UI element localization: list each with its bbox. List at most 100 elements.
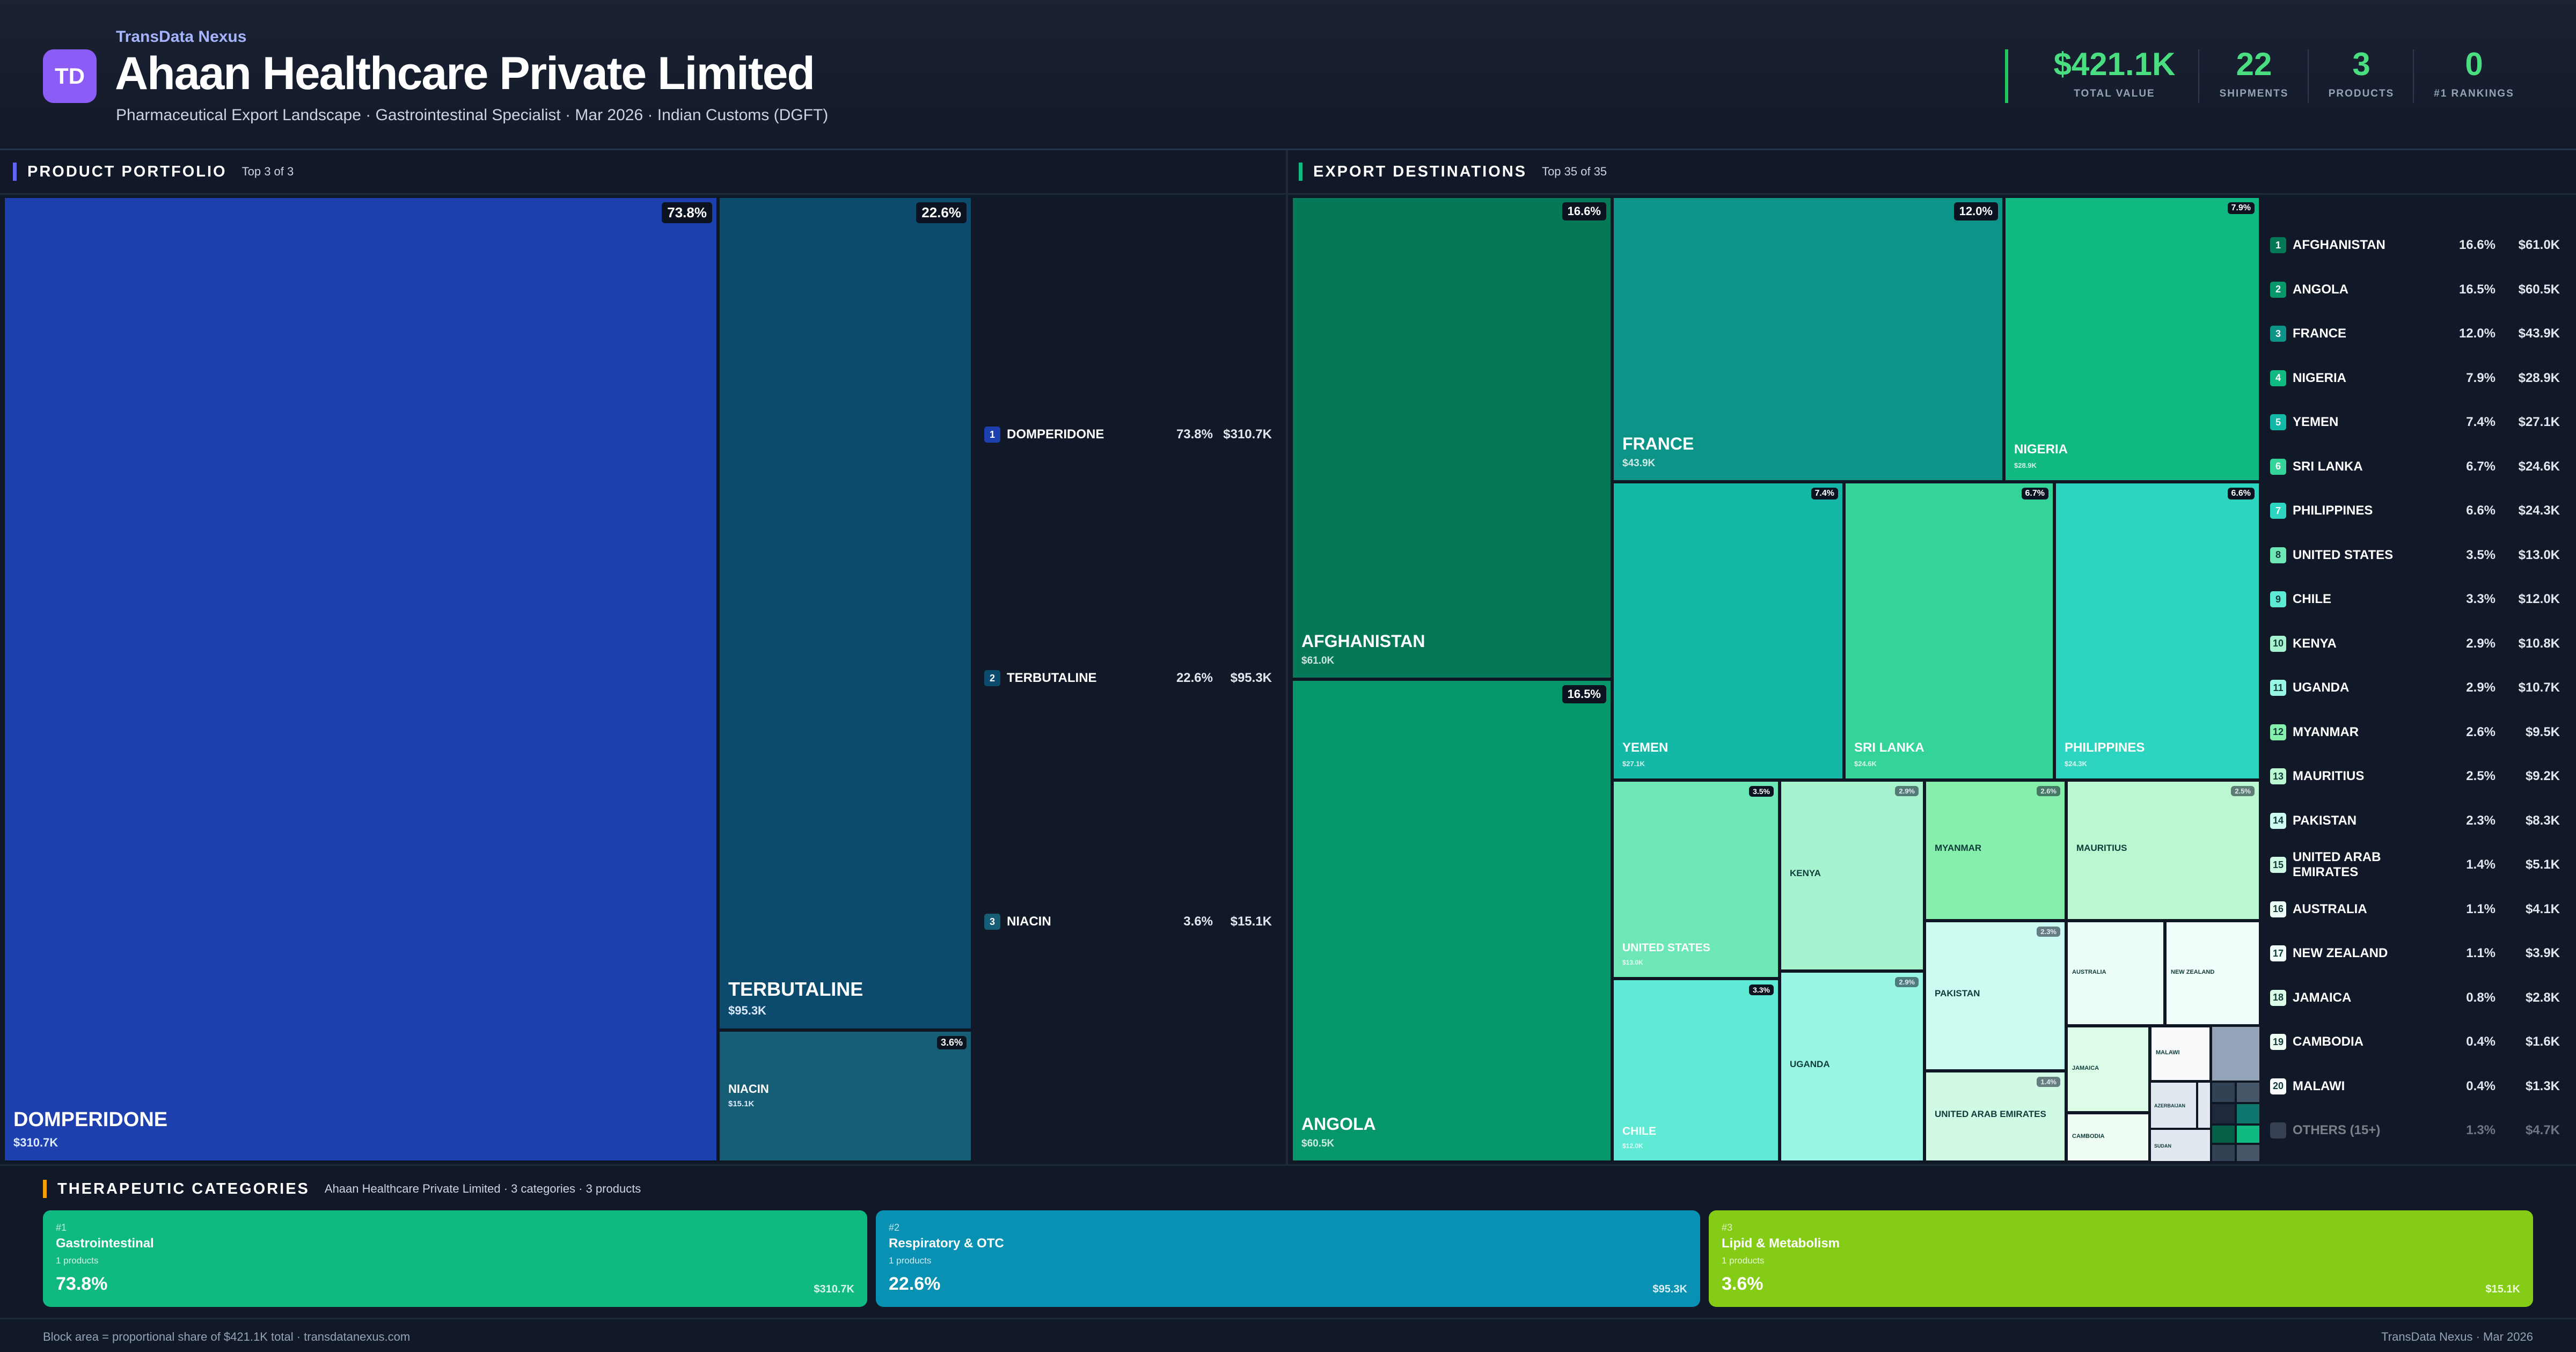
destination-tile-minor[interactable]: [2236, 1125, 2260, 1144]
categories-header: THERAPEUTIC CATEGORIES Ahaan Healthcare …: [43, 1167, 641, 1210]
category-count: 1 products: [1722, 1255, 1765, 1266]
destination-tile-minor[interactable]: [2197, 1082, 2211, 1129]
destination-list-item[interactable]: 16 AUSTRALIA 1.1% $4.1K: [2270, 887, 2560, 932]
destination-tile-mauritius[interactable]: 2.5% MAURITIUS: [2066, 780, 2260, 921]
destination-list-item[interactable]: 19 CAMBODIA 0.4% $1.6K: [2270, 1020, 2560, 1064]
destination-tile-minor[interactable]: [2211, 1144, 2236, 1162]
destination-tile-australia[interactable]: AUSTRALIA: [2066, 921, 2165, 1026]
destination-tile-minor[interactable]: [2236, 1082, 2260, 1103]
destination-share: 1.1%: [2466, 946, 2496, 961]
destination-list-item[interactable]: 14 PAKISTAN 2.3% $8.3K: [2270, 799, 2560, 843]
destination-tile-yemen[interactable]: 7.4% YEMEN $27.1K: [1612, 482, 1844, 780]
rank-badge: 19: [2270, 1034, 2286, 1050]
product-tile-niacin[interactable]: 3.6% NIACIN $15.1K: [718, 1030, 972, 1162]
category-name: Gastrointestinal: [56, 1236, 154, 1251]
kpi-value: 3: [2352, 46, 2370, 82]
destination-name: CAMBODIA: [2293, 1034, 2363, 1049]
destination-list-item[interactable]: 11 UGANDA 2.9% $10.7K: [2270, 666, 2560, 710]
panel-divider: [1286, 150, 1288, 1164]
rank-badge: 12: [2270, 724, 2286, 740]
destination-tile-malawi[interactable]: MALAWI: [2150, 1026, 2211, 1082]
destination-share: 1.4%: [2466, 857, 2496, 872]
destination-list-item[interactable]: 6 SRI LANKA 6.7% $24.6K: [2270, 445, 2560, 489]
destination-list-item[interactable]: 18 JAMAICA 0.8% $2.8K: [2270, 976, 2560, 1020]
destination-tile-minor[interactable]: [2236, 1103, 2260, 1125]
destination-list-item[interactable]: 4 NIGERIA 7.9% $28.9K: [2270, 356, 2560, 401]
destination-tile-minor[interactable]: [2236, 1144, 2260, 1162]
destination-value: $10.8K: [2518, 636, 2560, 651]
tile-share-badge: 1.4%: [2037, 1077, 2060, 1087]
destination-tile-cambodia[interactable]: CAMBODIA: [2066, 1113, 2150, 1162]
tile-label: PAKISTAN: [1935, 988, 1980, 998]
destination-list-item[interactable]: 3 FRANCE 12.0% $43.9K: [2270, 312, 2560, 356]
kpi-label: PRODUCTS: [2328, 88, 2395, 99]
destination-list-item[interactable]: 5 YEMEN 7.4% $27.1K: [2270, 400, 2560, 445]
category-card-gastrointestinal[interactable]: #1 Gastrointestinal 1 products 73.8% $31…: [43, 1210, 867, 1307]
destination-name: AUSTRALIA: [2293, 901, 2367, 916]
destination-tile-chile[interactable]: 3.3% CHILE $12.0K: [1612, 979, 1780, 1162]
destination-value: $3.9K: [2525, 946, 2560, 961]
destination-tile-minor[interactable]: [2211, 1082, 2236, 1103]
destination-name: PHILIPPINES: [2293, 503, 2373, 518]
rank-badge: 7: [2270, 503, 2286, 519]
destination-list-item[interactable]: 17 NEW ZEALAND 1.1% $3.9K: [2270, 931, 2560, 976]
destination-tile-minor[interactable]: [2211, 1026, 2260, 1082]
page-title: Ahaan Healthcare Private Limited: [115, 48, 815, 99]
destination-share: 3.3%: [2466, 592, 2496, 607]
destination-value: $24.3K: [2518, 503, 2560, 518]
destination-tile-afghanistan[interactable]: 16.6% AFGHANISTAN $61.0K: [1291, 196, 1612, 679]
destination-tile-united-states[interactable]: 3.5% UNITED STATES $13.0K: [1612, 780, 1780, 979]
destination-share: 6.6%: [2466, 503, 2496, 518]
destination-list-item[interactable]: 13 MAURITIUS 2.5% $9.2K: [2270, 754, 2560, 799]
destination-tile-uganda[interactable]: 2.9% UGANDA: [1780, 971, 1924, 1162]
destination-name: MAURITIUS: [2293, 769, 2365, 784]
rank-badge: 2: [2270, 281, 2286, 298]
destination-list-item[interactable]: 15 UNITED ARAB EMIRATES 1.4% $5.1K: [2270, 843, 2560, 887]
destination-tile-minor[interactable]: AZERBAIJAN: [2150, 1082, 2197, 1129]
destination-list-item[interactable]: 7 PHILIPPINES 6.6% $24.3K: [2270, 489, 2560, 533]
product-value: $15.1K: [1230, 914, 1272, 929]
destination-list-item[interactable]: 9 CHILE 3.3% $12.0K: [2270, 577, 2560, 622]
product-list-item[interactable]: 1 DOMPERIDONE 73.8% $310.7K: [984, 424, 1272, 445]
destination-list-item[interactable]: 8 UNITED STATES 3.5% $13.0K: [2270, 533, 2560, 578]
destination-tile-france[interactable]: 12.0% FRANCE $43.9K: [1612, 196, 2004, 482]
destination-tile-jamaica[interactable]: JAMAICA: [2066, 1026, 2150, 1113]
destination-tile-new-zealand[interactable]: NEW ZEALAND: [2165, 921, 2260, 1026]
destination-tile-sri-lanka[interactable]: 6.7% SRI LANKA $24.6K: [1844, 482, 2054, 780]
kpi-separator: [2198, 49, 2199, 103]
tile-label: AFGHANISTAN: [1301, 631, 1425, 651]
category-card-lipid[interactable]: #3 Lipid & Metabolism 1 products 3.6% $1…: [1709, 1210, 2533, 1307]
destination-tile-minor[interactable]: SUDAN: [2150, 1129, 2211, 1162]
destination-tile-myanmar[interactable]: 2.6% MYANMAR: [1924, 780, 2066, 921]
destination-list-item[interactable]: 10 KENYA 2.9% $10.8K: [2270, 622, 2560, 666]
tile-value: $15.1K: [728, 1099, 755, 1108]
destination-tile-minor[interactable]: [2211, 1103, 2236, 1125]
category-card-respiratory[interactable]: #2 Respiratory & OTC 1 products 22.6% $9…: [876, 1210, 1700, 1307]
product-tile-domperidone[interactable]: 73.8% DOMPERIDONE $310.7K: [3, 196, 718, 1162]
destination-tile-united-arab-emirates[interactable]: 1.4% UNITED ARAB EMIRATES: [1924, 1071, 2066, 1162]
product-list-item[interactable]: 2 TERBUTALINE 22.6% $95.3K: [984, 667, 1272, 689]
rank-badge: 9: [2270, 591, 2286, 608]
destination-tile-nigeria[interactable]: 7.9% NIGERIA $28.9K: [2004, 196, 2260, 482]
destination-value: $13.0K: [2518, 547, 2560, 562]
destination-tile-pakistan[interactable]: 2.3% PAKISTAN: [1924, 921, 2066, 1071]
destination-list-item[interactable]: 2 ANGOLA 16.5% $60.5K: [2270, 268, 2560, 312]
destination-list-item[interactable]: 1 AFGHANISTAN 16.6% $61.0K: [2270, 223, 2560, 268]
tile-value: $310.7K: [13, 1136, 58, 1149]
destination-list-item[interactable]: 12 MYANMAR 2.6% $9.5K: [2270, 710, 2560, 755]
brand-name: TransData Nexus: [116, 28, 247, 46]
destination-list-others[interactable]: OTHERS (15+) 1.3% $4.7K: [2270, 1108, 2560, 1153]
category-name: Respiratory & OTC: [889, 1236, 1004, 1251]
destination-list-item[interactable]: 20 MALAWI 0.4% $1.3K: [2270, 1064, 2560, 1109]
destination-name: OTHERS (15+): [2293, 1123, 2381, 1138]
kpi-separator: [2308, 49, 2309, 103]
destination-tile-angola[interactable]: 16.5% ANGOLA $60.5K: [1291, 679, 1612, 1162]
rank-badge: 10: [2270, 635, 2286, 652]
product-list-item[interactable]: 3 NIACIN 3.6% $15.1K: [984, 911, 1272, 932]
rank-badge: 4: [2270, 370, 2286, 386]
section-rule: [0, 1164, 2576, 1166]
destination-tile-minor[interactable]: [2211, 1125, 2236, 1144]
destination-tile-kenya[interactable]: 2.9% KENYA: [1780, 780, 1924, 971]
product-tile-terbutaline[interactable]: 22.6% TERBUTALINE $95.3K: [718, 196, 972, 1030]
destination-tile-philippines[interactable]: 6.6% PHILIPPINES $24.3K: [2054, 482, 2260, 780]
